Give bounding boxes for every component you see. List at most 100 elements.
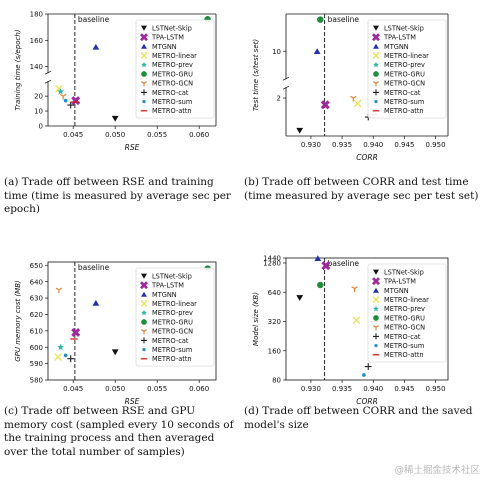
x-tick-label: 0.055 [147, 385, 167, 393]
data-point [92, 43, 100, 50]
legend-label: METRO-GCN [384, 80, 425, 88]
y-axis-label: Training time (s/epoch) [14, 29, 22, 110]
caption-d: (d) Trade off between CORR and the saved… [244, 405, 473, 431]
x-tick-label: 0.045 [63, 131, 83, 139]
legend-marker [141, 329, 147, 335]
legend-marker [372, 296, 380, 304]
legend-label: METRO-attn [152, 107, 192, 115]
legend-marker [373, 25, 379, 31]
x-tick-label: 0.055 [147, 131, 167, 139]
x-axis-label: CORR [356, 153, 378, 162]
legend-label: TPA-LSTM [383, 278, 416, 286]
y-tick-label: 1440 [263, 255, 281, 263]
legend-label: METRO-GCN [384, 324, 425, 332]
legend-label: LSTNet-Skip [384, 24, 424, 32]
legend-box [135, 267, 215, 367]
x-tick-label: 0.930 [301, 141, 321, 149]
data-point [313, 48, 321, 54]
legend-label: LSTNet-Skip [384, 268, 424, 276]
y-tick-label: 580 [30, 377, 43, 385]
y-tick-label: 1280 [263, 260, 281, 268]
legend-marker [140, 300, 148, 308]
legend-marker [141, 25, 147, 31]
y-tick-label: 650 [30, 262, 43, 270]
legend-marker [374, 343, 378, 348]
legend-marker [141, 89, 147, 96]
legend-label: METRO-GCN [152, 328, 193, 336]
caption-b: (b) Trade off between CORR and test time… [244, 176, 479, 202]
x-tick-label: 0.950 [426, 141, 446, 149]
data-point [296, 295, 304, 301]
legend-marker [372, 277, 380, 286]
x-tick-label: 0.060 [189, 385, 209, 393]
legend-marker [373, 89, 379, 96]
legend-marker [372, 33, 380, 42]
data-point [63, 353, 68, 358]
x-tick-label: 0.940 [363, 385, 383, 393]
data-point [320, 100, 330, 110]
legend-label: METRO-sum [384, 342, 424, 350]
legend-label: METRO-GRU [152, 318, 193, 326]
x-tick-label: 0.935 [332, 141, 352, 149]
legend-marker [141, 71, 147, 77]
y-tick-label: 610 [30, 327, 43, 335]
data-point [350, 95, 357, 102]
watermark: @稀土掘金技术社区 [394, 465, 480, 476]
legend-marker [141, 273, 147, 279]
y-tick-label: 640 [30, 278, 43, 286]
y-tick-label: 2 [277, 95, 281, 103]
data-point [71, 96, 81, 106]
legend-marker [141, 291, 147, 297]
data-point [57, 88, 64, 95]
y-axis-label: Test time (s/test set) [252, 39, 260, 111]
data-point [57, 343, 64, 351]
legend-marker [140, 52, 148, 60]
y-tick-label: 0 [39, 123, 43, 131]
legend-marker [373, 305, 379, 312]
x-tick-label: 0.050 [105, 385, 125, 393]
legend-marker [373, 269, 379, 275]
legend-label: TPA-LSTM [383, 34, 416, 42]
data-point [317, 281, 324, 289]
x-tick-label: 0.940 [363, 141, 383, 149]
legend-marker [373, 71, 379, 77]
legend-label: METRO-prev [152, 61, 193, 69]
plot-frame [285, 257, 449, 381]
caption-a: (a) Trade off between RSE and training t… [4, 176, 231, 215]
y-tick-label: 180 [30, 11, 43, 19]
chart-a: 140 160 180 0 10 20 0.045 0.050 0.055 0.060 RSE Tra… [14, 11, 217, 152]
x-tick-label: 0.945 [394, 141, 414, 149]
data-point [71, 327, 81, 337]
y-tick-label: 160 [268, 347, 281, 355]
legend-marker [141, 43, 147, 49]
y-tick-label: 20 [34, 93, 43, 101]
y-tick-label: 600 [30, 344, 43, 352]
legend-box [135, 19, 215, 119]
legend-marker [372, 52, 380, 60]
legend-marker [140, 33, 148, 42]
legend-label: METRO-GRU [152, 70, 193, 78]
legend-label: TPA-LSTM [151, 34, 184, 42]
legend-label: METRO-GRU [384, 70, 425, 78]
legend-label: MTGNN [152, 291, 177, 299]
data-point [321, 261, 331, 271]
x-tick-label: 0.945 [394, 385, 414, 393]
legend-label: METRO-linear [152, 52, 197, 60]
legend-label: MTGNN [384, 43, 409, 51]
y-tick-label: 10 [272, 48, 281, 56]
data-point [59, 93, 67, 100]
data-point [54, 353, 62, 361]
legend-marker [141, 309, 147, 316]
y-tick-label: 320 [268, 318, 281, 326]
legend-label: METRO-cat [384, 89, 421, 97]
legend-label: METRO-prev [152, 309, 193, 317]
legend-marker [141, 81, 147, 87]
legend-label: METRO-linear [384, 296, 429, 304]
legend-label: METRO-linear [152, 300, 197, 308]
legend-marker [373, 315, 379, 321]
legend-marker [141, 319, 147, 325]
x-axis-label: RSE [125, 397, 140, 406]
legend-marker [373, 43, 379, 49]
data-point [92, 299, 100, 306]
